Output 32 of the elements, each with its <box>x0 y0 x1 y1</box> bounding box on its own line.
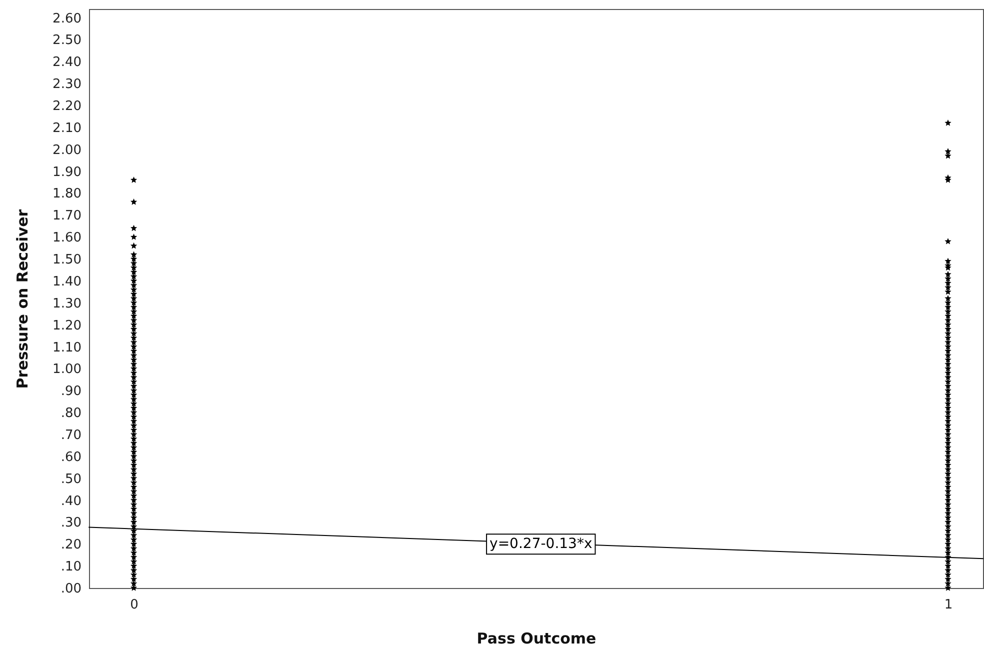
y-tick-label: .00 <box>60 582 82 596</box>
annotation: y=0.27-0.13*x <box>490 536 592 552</box>
x-tick-label: 0 <box>130 598 138 612</box>
y-tick-label: 1.10 <box>52 340 82 356</box>
y-tick-label: .50 <box>60 472 82 487</box>
y-tick-label: 1.70 <box>52 208 82 224</box>
y-tick-label: 2.60 <box>52 11 82 26</box>
y-tick-label: 1.30 <box>52 296 82 312</box>
y-tick-label: 2.40 <box>52 55 82 70</box>
y-tick-label: .70 <box>60 428 82 443</box>
y-tick-label: .90 <box>60 384 82 400</box>
y-tick-label: 1.90 <box>52 164 82 180</box>
y-tick-label: .60 <box>60 450 82 465</box>
y-axis-title: Pressure on Receiver <box>14 208 32 389</box>
y-tick-label: 2.00 <box>52 142 82 158</box>
y-tick-label: .80 <box>60 406 82 422</box>
y-tick-label: .20 <box>60 538 82 553</box>
x-axis-title: Pass Outcome <box>476 630 596 648</box>
y-tick-label: 2.50 <box>52 33 82 48</box>
y-tick-label: 1.20 <box>52 318 82 334</box>
y-tick-label: 1.00 <box>52 362 82 378</box>
y-tick-label: .30 <box>60 516 82 531</box>
y-tick-label: 1.50 <box>52 252 82 268</box>
y-tick-label: 2.10 <box>52 120 82 136</box>
y-tick-label: 1.80 <box>52 186 82 202</box>
x-tick-label: 1 <box>944 598 953 612</box>
y-tick-label: 2.30 <box>52 77 82 92</box>
y-tick-label: .10 <box>60 560 82 575</box>
y-tick-label: 1.40 <box>52 274 82 290</box>
y-tick-label: .40 <box>60 494 82 509</box>
y-tick-label: 2.20 <box>52 99 82 114</box>
y-tick-label: 1.60 <box>52 230 82 246</box>
